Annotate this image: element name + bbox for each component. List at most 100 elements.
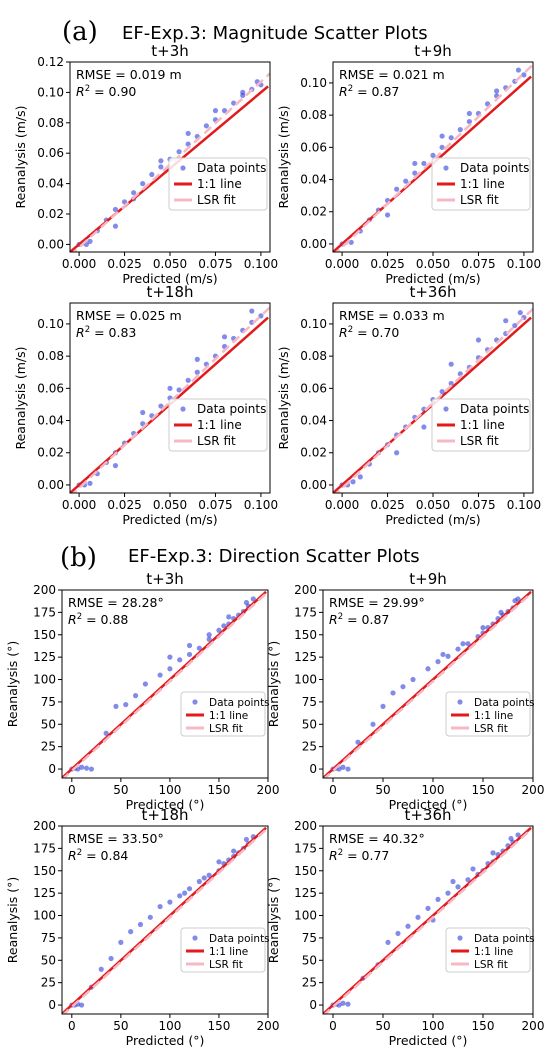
x-tick-label: 0.000: [62, 498, 96, 512]
lsr-fit-line: [323, 590, 533, 778]
legend-item-fit: LSR fit: [209, 723, 243, 735]
plot-area: [323, 826, 533, 1014]
data-point: [385, 939, 391, 945]
data-point: [231, 848, 237, 854]
y-tick-label: 0: [48, 762, 56, 776]
data-point: [167, 666, 173, 672]
legend-box: [168, 157, 268, 211]
r2-text: R2 = 0.77: [329, 848, 389, 863]
legend-marker-points: [457, 935, 463, 941]
data-point: [512, 322, 518, 329]
legend-item-points: Data points: [197, 402, 266, 416]
x-axis-label: Predicted (m/s): [122, 271, 217, 286]
data-point: [425, 666, 431, 672]
identity-line: [323, 590, 532, 778]
data-point: [435, 896, 441, 903]
x-tick-label: 200: [257, 783, 280, 797]
data-point: [450, 878, 456, 885]
x-tick-label: 50: [375, 1019, 390, 1033]
data-point: [103, 730, 109, 736]
data-point: [108, 955, 114, 962]
data-point: [176, 387, 182, 393]
identity-line: [62, 590, 267, 778]
y-tick-label: 200: [33, 583, 56, 597]
y-tick-label: 75: [302, 695, 317, 709]
scatter-plot-4: t+3h 0 50 100 150 200 0 25 50 75 100 125 150 175 200 Pr…: [5, 570, 279, 812]
data-point: [157, 672, 163, 678]
plot-title: t+36h: [404, 806, 451, 824]
legend-item-identity: 1:1 line: [474, 710, 513, 722]
legend-marker-points: [443, 406, 449, 412]
x-tick-label: 0.100: [507, 257, 541, 271]
data-point: [421, 424, 427, 430]
data-point: [390, 690, 396, 696]
x-axis-label: Predicted (°): [389, 1033, 468, 1048]
y-tick-label: 0.00: [300, 478, 327, 492]
data-point: [128, 929, 134, 935]
legend-marker-points: [192, 699, 198, 705]
data-point: [394, 450, 400, 456]
plot-title: t+9h: [414, 42, 452, 60]
y-tick-label: 0.04: [300, 414, 327, 428]
y-tick-label: 0: [309, 998, 317, 1012]
y-tick-label: 75: [302, 931, 317, 945]
data-point: [340, 764, 346, 770]
data-point: [176, 149, 182, 155]
y-tick-label: 200: [294, 819, 317, 833]
data-point: [243, 836, 250, 843]
plot-frame: [322, 589, 534, 779]
x-axis-label: Predicted (m/s): [122, 512, 217, 527]
rmse-text: RMSE = 0.025 m: [76, 308, 182, 323]
y-tick-label: 200: [33, 819, 56, 833]
data-point: [430, 152, 436, 158]
data-point: [212, 108, 219, 114]
data-point: [231, 100, 237, 106]
x-tick-label: 0: [68, 1019, 76, 1033]
legend-item-points: Data points: [197, 161, 266, 175]
data-point: [182, 890, 188, 896]
data-point: [121, 199, 128, 205]
data-point: [158, 403, 164, 409]
data-point: [87, 238, 93, 244]
y-tick-label: 0.08: [37, 349, 64, 363]
data-point: [370, 721, 376, 727]
data-point: [439, 133, 445, 139]
y-tick-label: 0: [309, 762, 317, 776]
y-tick-label: 0.08: [300, 108, 327, 122]
lsr-fit-line: [323, 826, 533, 1014]
y-tick-label: 150: [294, 864, 317, 878]
rmse-text: RMSE = 0.021 m: [339, 67, 445, 82]
x-tick-label: 100: [158, 783, 181, 797]
rmse-text: RMSE = 0.019 m: [76, 67, 182, 82]
x-tick-label: 0.000: [325, 257, 359, 271]
legend-marker-points: [457, 699, 463, 705]
data-point: [425, 905, 431, 911]
data-point: [112, 463, 119, 469]
data-point: [201, 875, 207, 881]
x-tick-label: 150: [207, 783, 230, 797]
plot-title: t+18h: [141, 806, 188, 824]
section-letter-b: (b): [60, 543, 97, 573]
plot-title: t+36h: [409, 283, 456, 301]
y-tick-label: 100: [294, 673, 317, 687]
data-point: [412, 160, 418, 167]
data-point: [194, 369, 200, 375]
data-point: [206, 632, 212, 638]
x-tick-label: 0.050: [153, 498, 187, 512]
y-tick-label: 25: [41, 740, 56, 754]
y-tick-label: 175: [294, 841, 317, 855]
x-tick-label: 100: [422, 1019, 445, 1033]
y-tick-label: 100: [33, 909, 56, 923]
legend-box: [445, 927, 531, 973]
data-point: [403, 178, 409, 184]
rmse-text: RMSE = 0.033 m: [339, 308, 445, 323]
data-point: [445, 653, 451, 659]
x-tick-label: 0.025: [370, 498, 404, 512]
data-point: [498, 609, 504, 615]
legend-item-identity: 1:1 line: [197, 418, 242, 432]
data-point: [206, 636, 212, 642]
y-tick-label: 50: [302, 953, 317, 967]
y-tick-label: 0: [48, 998, 56, 1012]
